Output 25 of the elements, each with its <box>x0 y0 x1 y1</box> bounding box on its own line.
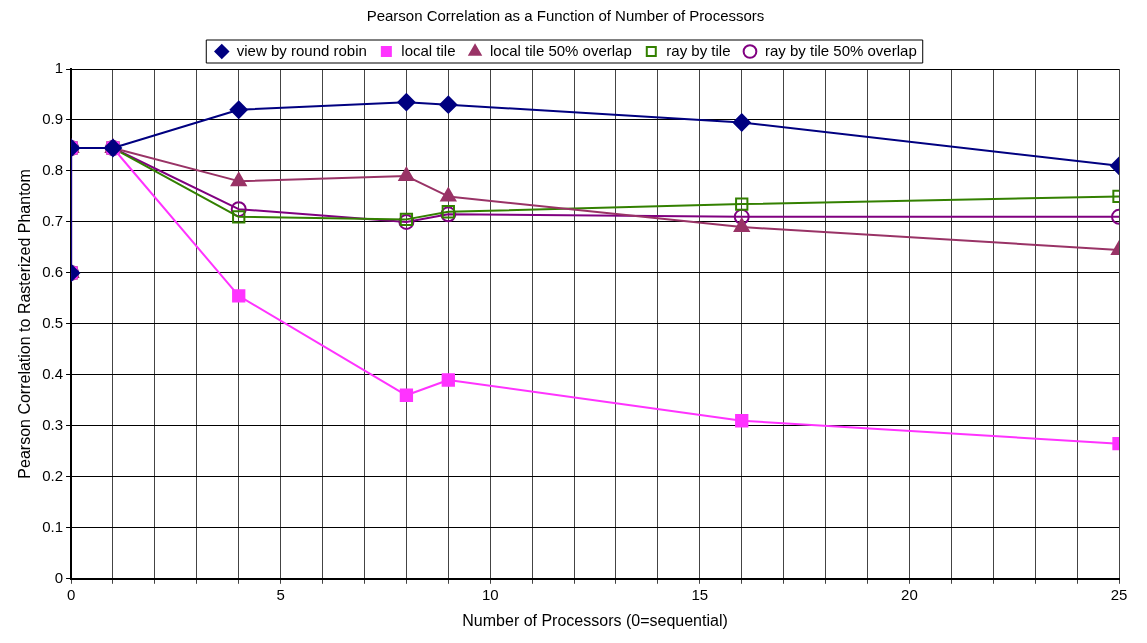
legend-label: ray by tile 50% overlap <box>764 41 917 59</box>
x-tick-label: 0 <box>66 585 76 603</box>
y-tick-label: 0.8 <box>42 161 64 179</box>
x-tick-label: 20 <box>901 585 918 603</box>
legend-label: local tile <box>401 41 456 59</box>
y-tick-label: 0.5 <box>42 314 64 332</box>
x-tick-label: 5 <box>276 585 285 603</box>
y-tick-label: 0.2 <box>42 466 64 484</box>
legend-label: view by round robin <box>236 41 367 59</box>
y-tick-label: 0.6 <box>42 263 64 281</box>
x-tick-label: 10 <box>481 585 499 603</box>
y-tick-label: 0.4 <box>42 365 64 383</box>
legend-label: local tile 50% overlap <box>490 41 632 59</box>
chart-title: Pearson Correlation as a Function of Number of Processors <box>366 7 765 25</box>
x-tick-label: 15 <box>691 585 709 603</box>
y-tick-label: 0 <box>54 568 64 586</box>
y-tick-label: 0.1 <box>42 517 64 535</box>
x-axis-title: Number of Processors (0=sequential) <box>462 611 728 629</box>
y-tick-label: 1 <box>54 59 64 77</box>
legend-label: ray by tile <box>666 41 731 59</box>
y-tick-label: 0.7 <box>42 212 64 230</box>
x-tick-label: 25 <box>1110 585 1128 603</box>
y-tick-label: 0.9 <box>42 110 64 128</box>
y-axis-title: Pearson Correlation to Rasterized Phantom <box>16 169 34 479</box>
y-tick-label: 0.3 <box>42 416 64 433</box>
